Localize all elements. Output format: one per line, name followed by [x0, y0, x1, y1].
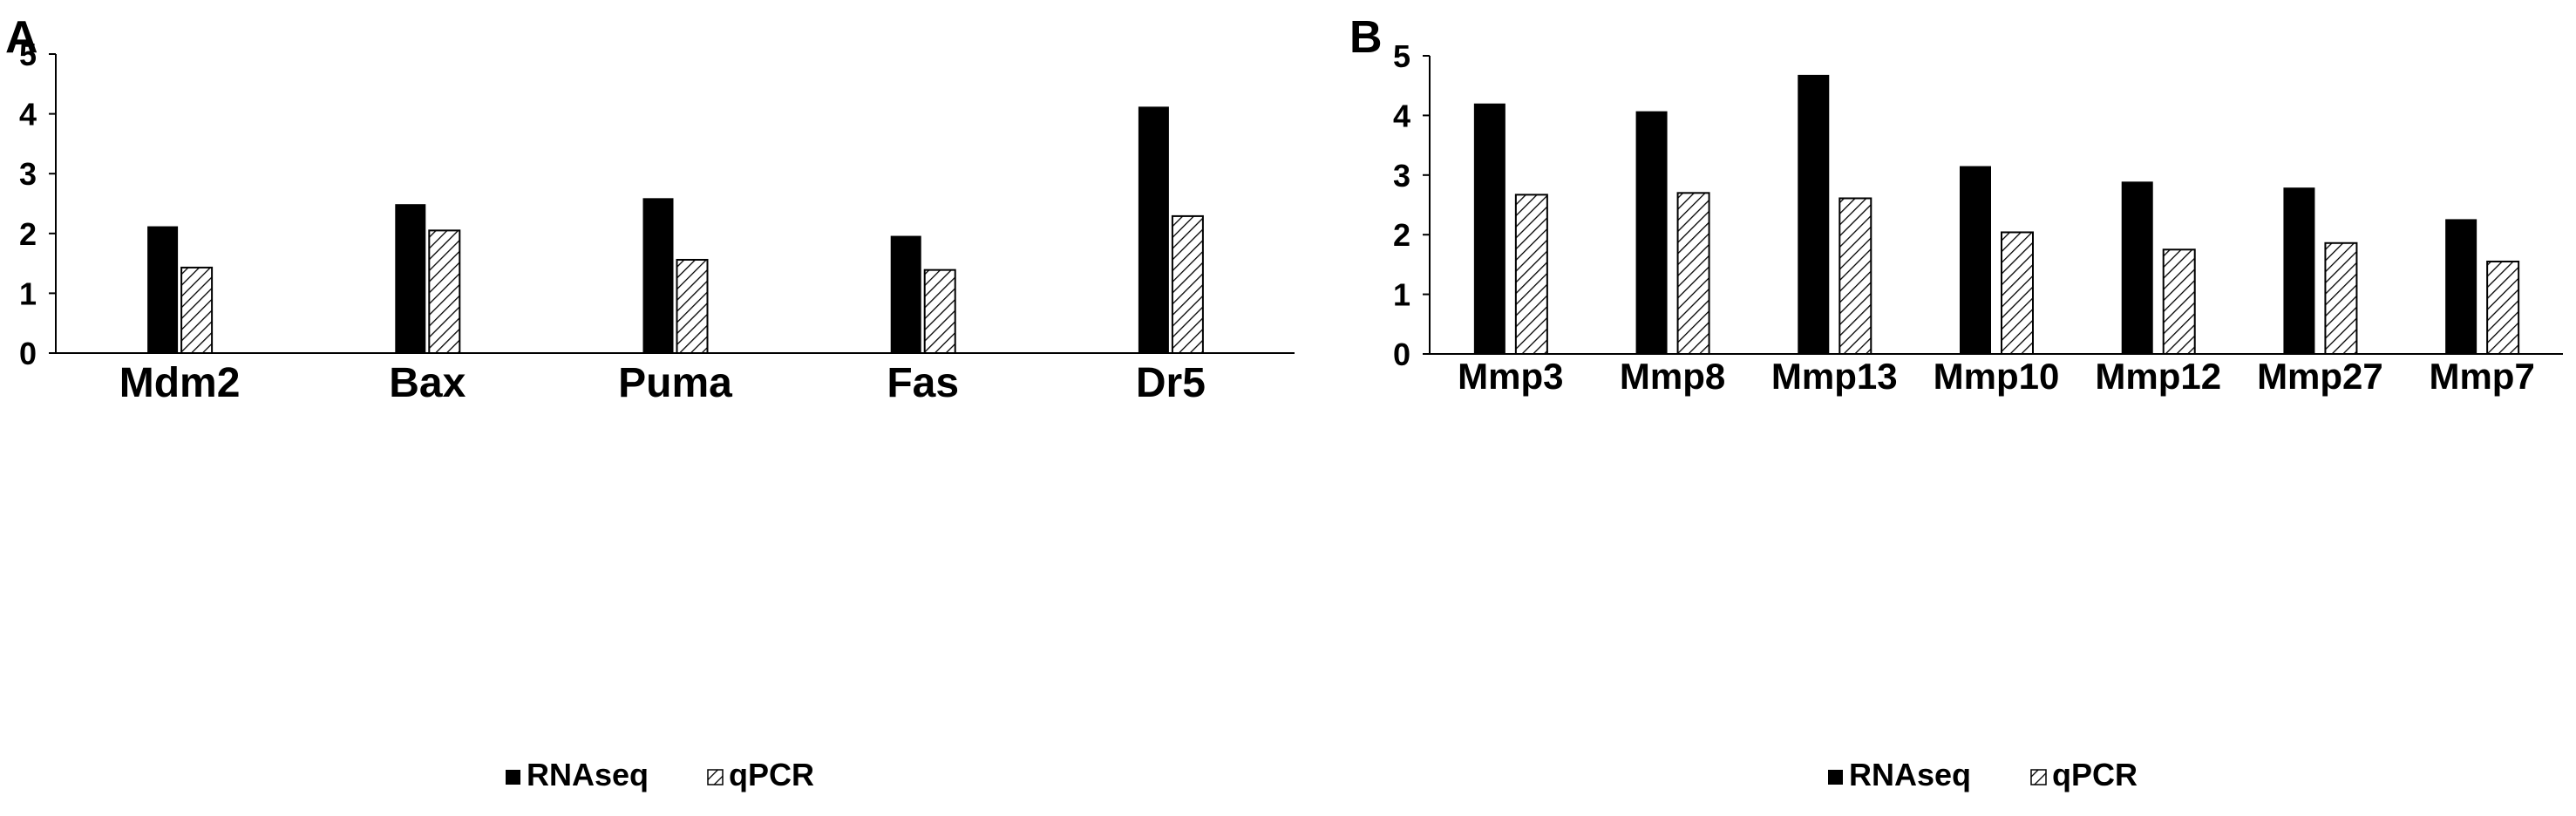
bar-qpcr-mmp13 [1839, 197, 1873, 355]
bar-rnaseq-dr5 [1138, 106, 1169, 354]
legend-label-rnaseq: RNAseq [527, 757, 649, 792]
axes [1429, 56, 2563, 355]
x-category-label: Mmp27 [2257, 356, 2383, 397]
x-category-label: Mmp13 [1771, 356, 1898, 397]
bar-qpcr-mmp12 [2162, 248, 2196, 355]
legend-swatch-rnaseq [1828, 770, 1843, 785]
chart-panel-a: A 0 1 2 3 4 5 Mdm2 Bax Puma Fas Dr5 RNAseq qPCR [5, 12, 1295, 792]
legend-label-qpcr: qPCR [729, 757, 814, 792]
bar-qpcr-mmp10 [2001, 231, 2034, 355]
axes [55, 54, 1295, 354]
y-tick-label: 1 [19, 275, 37, 311]
bar-rnaseq-mmp3 [1473, 103, 1505, 354]
bar-rnaseq-mmp8 [1635, 111, 1668, 354]
x-category-label: Bax [389, 360, 466, 406]
x-category-label: Mmp12 [2095, 356, 2221, 397]
bars [1473, 74, 2520, 356]
bar-rnaseq-fas [890, 235, 921, 353]
bar-qpcr-puma [676, 258, 709, 355]
x-category-label: Mdm2 [119, 360, 241, 406]
y-tick-label: 2 [19, 216, 37, 252]
y-tick-label: 1 [1393, 277, 1410, 313]
bar-rnaseq-mmp7 [2445, 219, 2477, 354]
panel-label: B [1349, 12, 1383, 63]
y-tick-label: 3 [1393, 158, 1410, 194]
y-tick-label: 4 [1393, 98, 1410, 133]
bar-qpcr-mdm2 [180, 266, 214, 355]
x-category-label: Fas [887, 360, 959, 406]
y-tick-label: 2 [1393, 217, 1410, 253]
y-tick-label: 4 [19, 97, 37, 133]
legend-label-rnaseq: RNAseq [1849, 757, 1971, 792]
bar-rnaseq-mmp27 [2283, 187, 2315, 354]
panel-label: A [5, 12, 38, 63]
legend-swatch-rnaseq [506, 770, 520, 785]
y-tick-label: 0 [1393, 337, 1410, 372]
x-category-label: Mmp3 [1458, 356, 1563, 397]
legend-label-qpcr: qPCR [2052, 757, 2138, 792]
bar-rnaseq-mmp13 [1798, 74, 1830, 354]
bar-rnaseq-bax [395, 204, 426, 353]
category-labels: Mmp3 Mmp8 Mmp13 Mmp10 Mmp12 Mmp27 Mmp7 [1458, 356, 2535, 397]
x-category-label: Mmp8 [1620, 356, 1725, 397]
legend: RNAseq qPCR [506, 757, 814, 792]
bars [147, 106, 1204, 355]
legend-swatch-qpcr [2030, 769, 2047, 785]
bar-qpcr-bax [428, 229, 461, 354]
x-category-label: Puma [618, 360, 732, 406]
bar-qpcr-fas [923, 269, 956, 354]
bar-rnaseq-puma [642, 198, 674, 353]
x-category-label: Mmp10 [1934, 356, 2060, 397]
category-labels: Mdm2 Bax Puma Fas Dr5 [119, 360, 1206, 406]
y-tick-label: 0 [19, 336, 37, 371]
bar-rnaseq-mmp10 [1960, 166, 1991, 354]
bar-qpcr-mmp8 [1676, 192, 1710, 355]
y-axis-ticks: 0 1 2 3 4 5 [19, 37, 56, 371]
y-axis-ticks: 0 1 2 3 4 5 [1393, 38, 1430, 372]
bar-qpcr-mmp7 [2486, 260, 2520, 356]
y-tick-label: 3 [19, 156, 37, 192]
bar-qpcr-mmp3 [1514, 194, 1548, 355]
bar-rnaseq-mdm2 [147, 226, 179, 353]
legend-swatch-qpcr [707, 769, 724, 785]
x-category-label: Dr5 [1136, 360, 1206, 406]
bar-qpcr-mmp27 [2324, 241, 2358, 355]
y-tick-label: 5 [1393, 38, 1410, 74]
x-category-label: Mmp7 [2429, 356, 2534, 397]
y-tick-label: 5 [19, 37, 37, 72]
bar-qpcr-dr5 [1171, 214, 1204, 354]
legend: RNAseq qPCR [1828, 757, 2138, 792]
bar-rnaseq-mmp12 [2121, 181, 2153, 354]
